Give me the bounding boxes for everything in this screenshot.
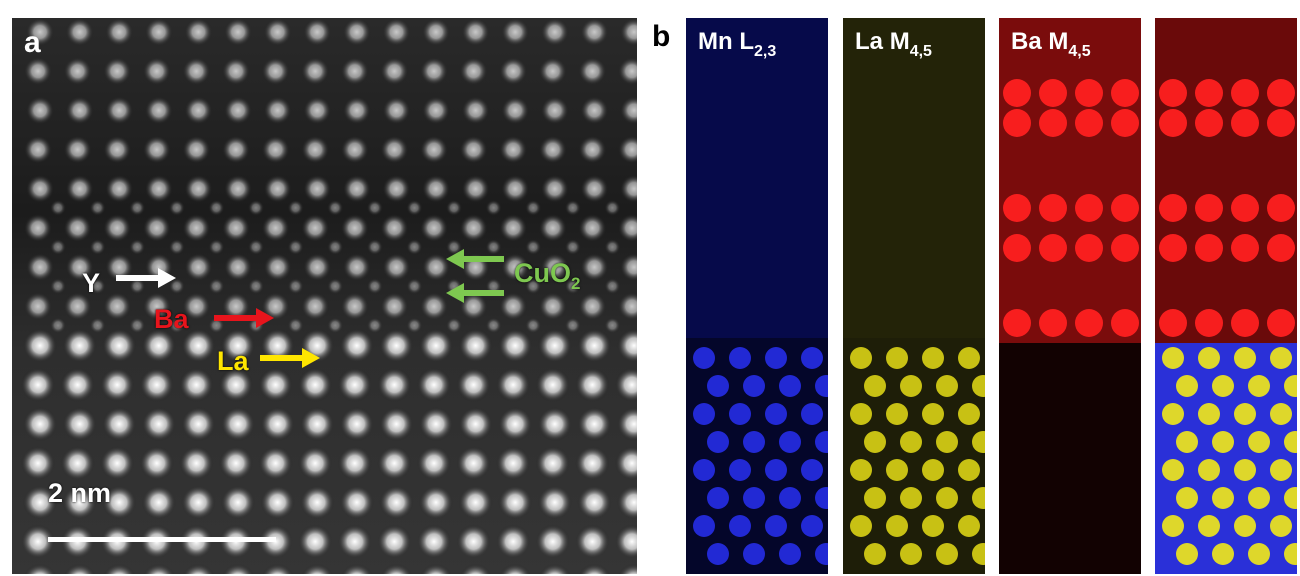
cuo2-arrow-icon [446,249,504,269]
intensity-spots [843,18,985,565]
la-map-title: La M4,5 [855,28,932,60]
ba-arrow-icon [214,308,274,328]
panel-b-letter: b [652,20,671,53]
cuo2-arrow-icon [446,283,504,303]
mn-map-title: Mn L2,3 [698,28,777,60]
y-arrow-icon [116,268,176,288]
scale-bar [48,537,276,542]
composite-eels-map [1155,18,1297,574]
mn-eels-map: Mn L2,3 [686,18,828,574]
ba-eels-map: Ba M4,5 [999,18,1141,574]
la-eels-map: La M4,5 [843,18,985,574]
cuo2-label: CuO2 [514,258,581,293]
intensity-spots [999,18,1141,574]
ba-map-title: Ba M4,5 [1011,28,1091,60]
scale-bar-label: 2 nm [48,478,112,508]
la-label: La [217,346,249,376]
panel-a-letter: a [24,26,41,59]
intensity-spots [686,18,828,565]
haadf-stem-image: Y Ba La CuO2 2 nm [12,18,637,574]
composite-spots [1155,79,1297,574]
la-arrow-icon [260,348,320,368]
ba-label: Ba [154,304,189,334]
y-label: Y [82,268,101,298]
